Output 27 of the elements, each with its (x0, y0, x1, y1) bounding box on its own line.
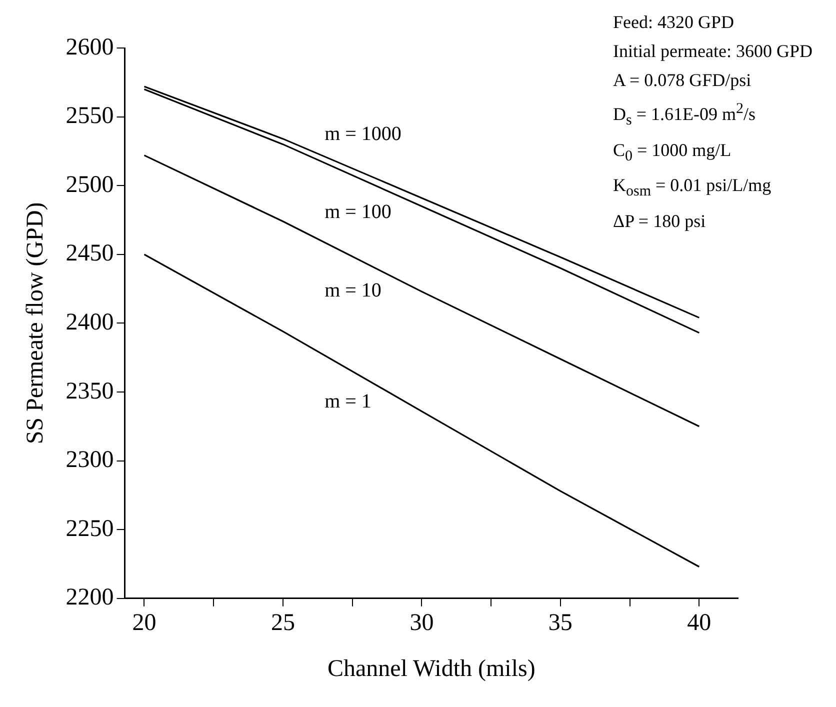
annotation: D$_{s}$ = 1.61E-09 m$^{2}$/s (613, 100, 757, 131)
y-tick-label: 2300 (66, 447, 114, 474)
y-axis-title: SS Permeate flow (GPD) (22, 202, 49, 444)
annotation: ΔP = 180 psi (613, 210, 707, 233)
x-tick-label: 25 (270, 610, 295, 636)
x-tick-label: 20 (132, 610, 156, 636)
y-tick-label: 2600 (66, 34, 114, 60)
annotation: A = 0.078 GFD/psi (613, 69, 752, 92)
y-tick-label: 2400 (66, 309, 114, 336)
y-tick-label: 2250 (66, 516, 114, 542)
annotation: C$_{0}$ = 1000 mg/L (613, 138, 732, 166)
x-tick-label: 35 (548, 610, 572, 636)
series-label: m = 1 (324, 390, 372, 413)
series-label: m = 10 (324, 279, 382, 302)
series-label: m = 1000 (324, 122, 402, 145)
y-tick-label: 2450 (66, 240, 114, 267)
y-tick-label: 2200 (66, 584, 114, 611)
y-tick-label: 2500 (66, 172, 114, 198)
x-tick-label: 30 (410, 610, 434, 636)
x-axis-title: Channel Width (mils) (327, 656, 536, 682)
x-tick-label: 40 (687, 610, 712, 636)
text: Feed: 4320 GPD (613, 11, 735, 34)
y-tick-label: 2550 (66, 103, 114, 130)
y-tick-label: 2350 (66, 378, 114, 404)
annotation: K$_{osm}$ = 0.01 psi/L/mg (613, 174, 772, 202)
series-label: m = 100 (324, 200, 392, 223)
annotation: Initial permeate: 3600 GPD (613, 40, 812, 63)
